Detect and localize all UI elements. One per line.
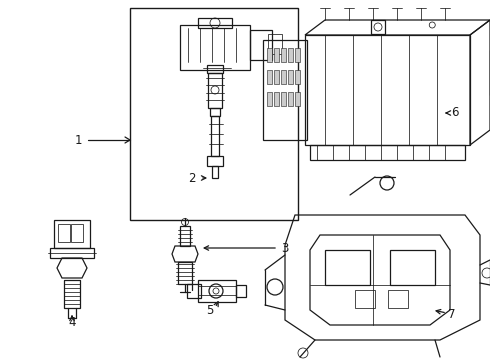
Bar: [267, 92, 272, 106]
Bar: [50, 248, 94, 258]
Bar: [178, 262, 192, 284]
Text: 1: 1: [74, 134, 82, 147]
Bar: [71, 224, 83, 242]
Text: 7: 7: [448, 309, 456, 321]
Bar: [198, 280, 236, 302]
Bar: [180, 25, 250, 70]
Bar: [325, 250, 370, 285]
Bar: [274, 70, 279, 84]
Text: 3: 3: [281, 242, 289, 255]
Bar: [267, 70, 272, 84]
Bar: [274, 92, 279, 106]
Bar: [355, 290, 375, 308]
Bar: [207, 156, 223, 166]
Bar: [211, 116, 219, 156]
Bar: [208, 73, 222, 108]
Text: 5: 5: [206, 303, 214, 316]
Bar: [371, 20, 385, 34]
Bar: [64, 280, 80, 308]
Bar: [198, 18, 232, 28]
Text: 6: 6: [451, 107, 459, 120]
Bar: [388, 290, 408, 308]
Bar: [281, 70, 286, 84]
Bar: [281, 92, 286, 106]
Bar: [268, 34, 282, 54]
Bar: [212, 166, 218, 178]
Bar: [267, 48, 272, 62]
Bar: [295, 70, 300, 84]
Text: 4: 4: [68, 315, 76, 328]
Bar: [274, 48, 279, 62]
Bar: [54, 220, 90, 248]
Bar: [305, 35, 470, 145]
Bar: [288, 48, 293, 62]
Bar: [180, 226, 190, 246]
Bar: [295, 92, 300, 106]
Bar: [310, 145, 465, 160]
Bar: [130, 8, 298, 220]
Text: 2: 2: [188, 171, 196, 184]
Bar: [295, 48, 300, 62]
Bar: [263, 40, 307, 140]
Bar: [281, 48, 286, 62]
Bar: [236, 285, 246, 297]
Bar: [250, 30, 272, 60]
Bar: [187, 284, 201, 298]
Bar: [210, 108, 220, 116]
Bar: [58, 224, 70, 242]
Bar: [390, 250, 435, 285]
Bar: [288, 70, 293, 84]
Bar: [288, 92, 293, 106]
Bar: [207, 65, 223, 73]
